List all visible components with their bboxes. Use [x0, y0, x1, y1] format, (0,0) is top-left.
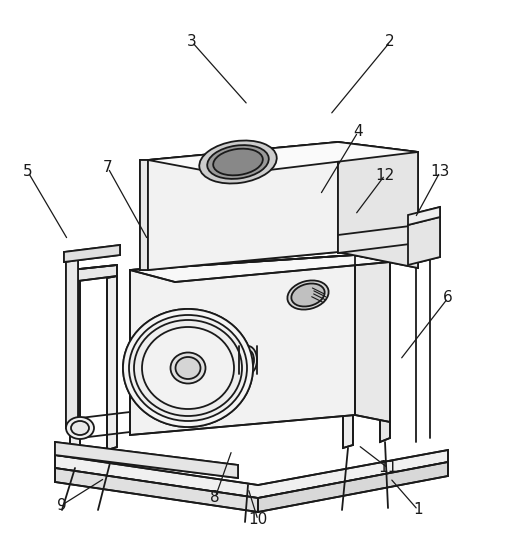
Ellipse shape [142, 327, 234, 409]
Ellipse shape [134, 320, 242, 416]
Polygon shape [343, 327, 390, 348]
Ellipse shape [213, 148, 263, 175]
Ellipse shape [123, 309, 253, 427]
Polygon shape [64, 245, 120, 262]
Text: 2: 2 [385, 34, 395, 49]
Text: 10: 10 [248, 512, 268, 527]
Ellipse shape [129, 315, 247, 421]
Polygon shape [130, 255, 355, 435]
Polygon shape [148, 142, 338, 270]
Ellipse shape [171, 352, 206, 383]
Polygon shape [70, 280, 80, 455]
Text: 6: 6 [443, 290, 453, 305]
Text: 11: 11 [378, 460, 397, 475]
Polygon shape [343, 262, 390, 278]
Polygon shape [107, 276, 117, 450]
Polygon shape [408, 217, 440, 265]
Polygon shape [55, 442, 238, 478]
Text: 5: 5 [23, 165, 33, 179]
Text: 8: 8 [210, 490, 220, 505]
Text: 1: 1 [413, 502, 423, 517]
Ellipse shape [239, 346, 257, 374]
Ellipse shape [171, 352, 206, 383]
Ellipse shape [242, 350, 254, 370]
Ellipse shape [207, 145, 269, 179]
Polygon shape [338, 142, 418, 268]
Ellipse shape [176, 357, 200, 379]
Text: 4: 4 [353, 125, 363, 140]
Text: 3: 3 [187, 34, 197, 49]
Ellipse shape [123, 309, 253, 427]
Polygon shape [55, 450, 448, 498]
Ellipse shape [71, 421, 89, 435]
Polygon shape [258, 462, 448, 512]
Polygon shape [380, 268, 390, 442]
Text: 7: 7 [103, 161, 113, 176]
Polygon shape [343, 275, 353, 448]
Text: 12: 12 [375, 167, 394, 182]
Text: 13: 13 [430, 165, 449, 179]
Polygon shape [66, 260, 78, 428]
Polygon shape [338, 225, 418, 253]
Ellipse shape [176, 357, 200, 379]
Polygon shape [148, 142, 418, 175]
Polygon shape [355, 255, 390, 422]
Polygon shape [55, 468, 258, 512]
Polygon shape [70, 265, 117, 282]
Ellipse shape [129, 315, 247, 421]
Text: 9: 9 [57, 497, 67, 512]
Polygon shape [140, 160, 148, 270]
Ellipse shape [287, 280, 329, 310]
Ellipse shape [66, 417, 94, 439]
Polygon shape [130, 255, 390, 282]
Ellipse shape [291, 284, 325, 306]
Ellipse shape [142, 327, 234, 409]
Ellipse shape [199, 141, 277, 183]
Polygon shape [408, 207, 440, 225]
Ellipse shape [134, 320, 242, 416]
